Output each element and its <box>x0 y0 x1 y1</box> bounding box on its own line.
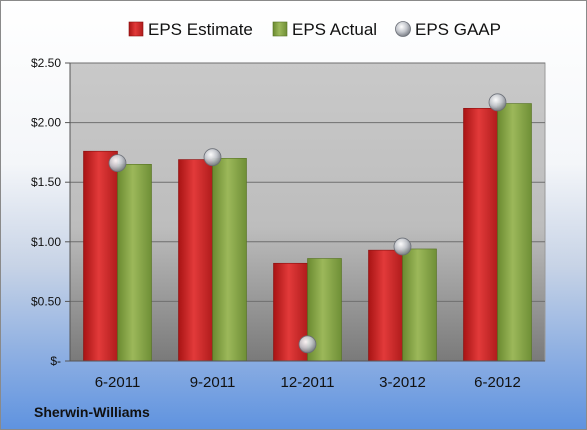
bar-eps-estimate <box>178 159 213 362</box>
bar-eps-estimate <box>463 107 498 362</box>
x-tick-label: 3-2012 <box>379 374 426 391</box>
legend-eps-estimate-swatch <box>128 21 144 37</box>
bar-eps-actual <box>402 248 437 362</box>
y-tick-label: $0.50 <box>31 294 61 308</box>
marker-eps-gaap <box>108 154 127 173</box>
x-tick-label: 6-2011 <box>95 374 141 391</box>
marker-eps-gaap <box>488 93 507 112</box>
legend: EPS Estimate EPS Actual EPS GAAP <box>128 20 501 39</box>
legend-eps-actual-swatch <box>272 21 288 37</box>
y-tick-label: $2.00 <box>31 116 61 130</box>
y-tick-label: $2.50 <box>31 56 61 70</box>
marker-eps-gaap <box>203 148 222 167</box>
legend-eps-actual-label: EPS Actual <box>292 20 377 39</box>
bar-eps-actual <box>212 158 247 362</box>
y-tick-label: $1.50 <box>31 175 61 189</box>
marker-eps-gaap <box>298 335 317 354</box>
legend-eps-estimate-label: EPS Estimate <box>148 20 253 39</box>
x-tick-label: 12-2011 <box>281 374 335 391</box>
bar-eps-estimate <box>83 150 118 362</box>
y-tick-label: $1.00 <box>31 235 61 249</box>
x-tick-label: 9-2011 <box>190 374 236 391</box>
y-tick-label: $- <box>50 354 61 368</box>
bars <box>83 103 532 362</box>
legend-eps-gaap-label: EPS GAAP <box>415 20 501 39</box>
bar-eps-actual <box>497 103 532 362</box>
x-axis: 6-2011 9-2011 12-2011 3-2012 6-2012 <box>70 360 545 391</box>
company-label: Sherwin-Williams <box>34 404 150 420</box>
x-tick-label: 6-2012 <box>474 374 521 391</box>
gaap-markers <box>108 93 507 354</box>
legend-eps-gaap-swatch <box>395 21 411 37</box>
marker-eps-gaap <box>393 237 412 256</box>
y-axis: $- $0.50 $1.00 $1.50 $2.00 $2.50 <box>31 56 71 368</box>
bar-eps-actual <box>117 164 152 362</box>
bar-eps-estimate <box>368 249 403 362</box>
